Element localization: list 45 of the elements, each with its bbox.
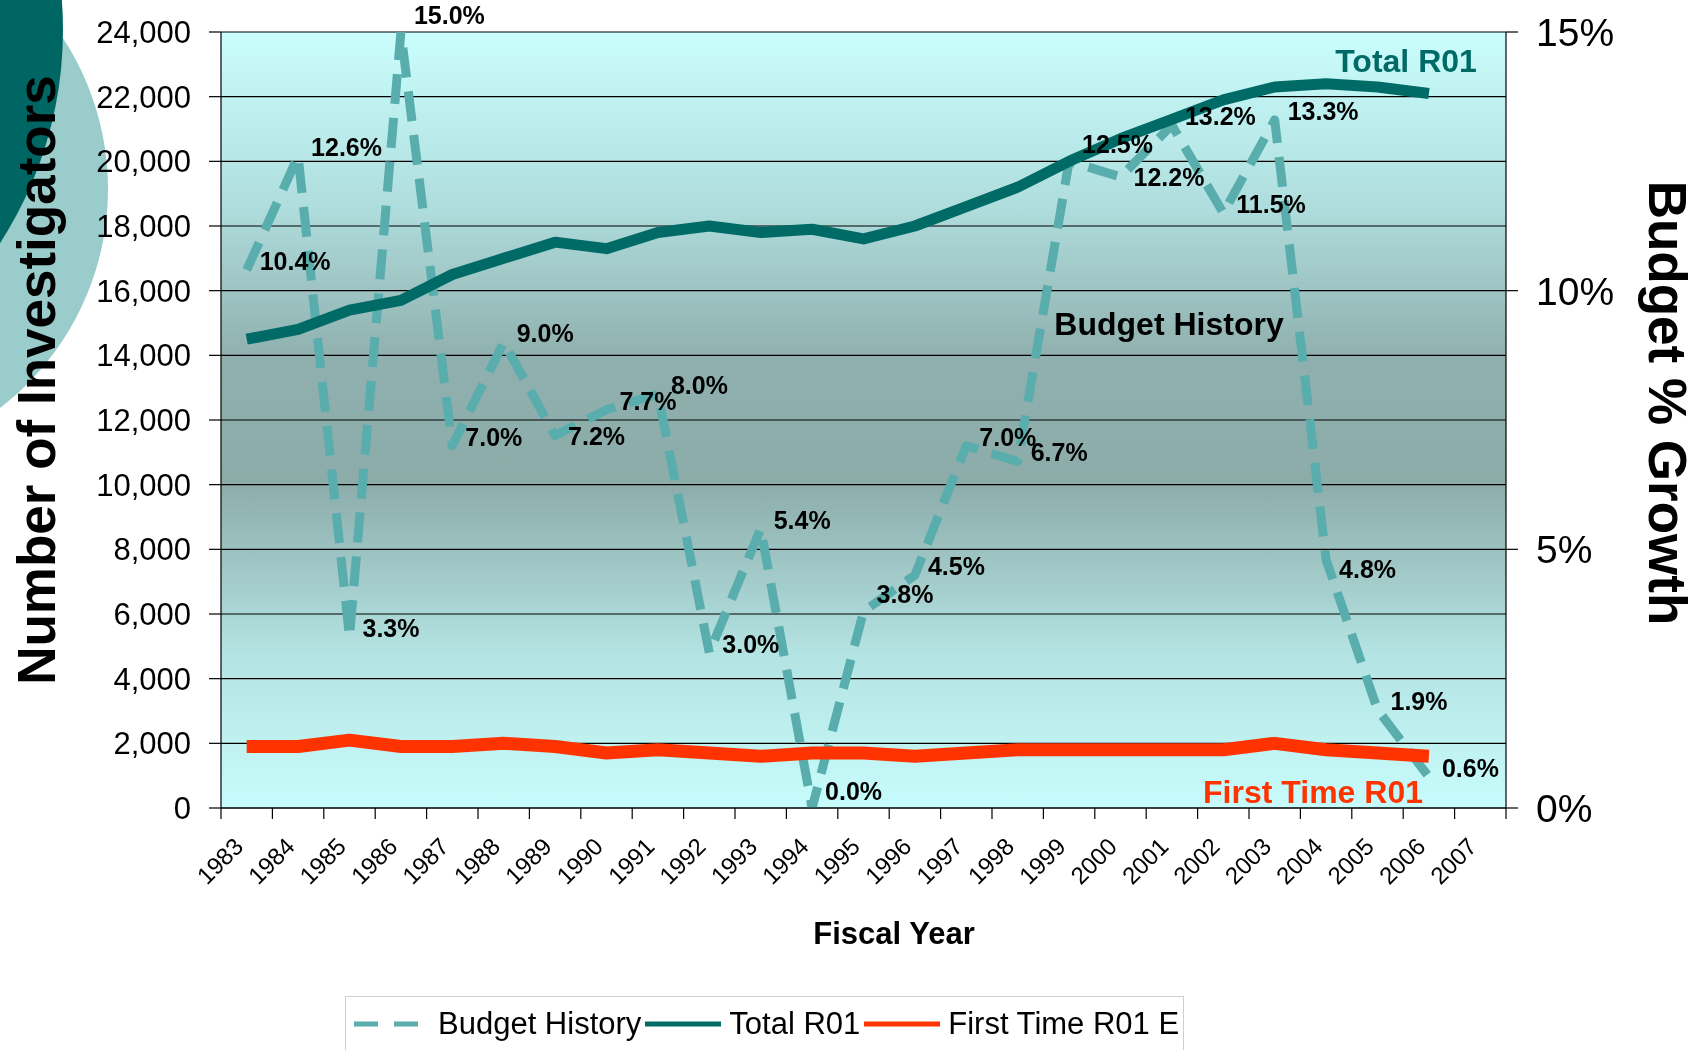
y2-tick-label: 0% xyxy=(1536,786,1593,830)
data-label: 11.5% xyxy=(1236,190,1306,219)
y-tick-label: 16,000 xyxy=(96,273,191,309)
y-tick-label: 22,000 xyxy=(96,79,191,115)
data-label: 13.2% xyxy=(1184,102,1256,131)
y2-axis-title: Budget % Growth xyxy=(1638,180,1698,626)
y-tick-label: 2,000 xyxy=(113,726,191,762)
data-label: 7.0% xyxy=(465,422,523,451)
y-tick-label: 6,000 xyxy=(113,597,191,633)
annotation: First Time R01 xyxy=(1203,774,1423,810)
data-label: 13.3% xyxy=(1287,96,1359,125)
data-label: 12.6% xyxy=(311,133,382,162)
y-tick-label: 14,000 xyxy=(96,338,191,374)
annotation: Budget History xyxy=(1054,306,1284,342)
data-label: 12.2% xyxy=(1133,162,1205,191)
annotation: Total R01 xyxy=(1335,43,1477,79)
data-label: 3.8% xyxy=(876,580,934,609)
data-label: 3.3% xyxy=(362,614,420,643)
legend-label: First Time R01 E xyxy=(948,1005,1180,1042)
data-label: 7.2% xyxy=(568,421,626,450)
y-tick-label: 0 xyxy=(173,791,191,827)
data-label: 0.0% xyxy=(825,777,883,805)
y-axis-title: Number of Investigators xyxy=(6,75,66,685)
y-tick-label: 18,000 xyxy=(96,209,191,245)
data-label: 15.0% xyxy=(413,1,485,29)
data-label: 3.0% xyxy=(722,629,780,658)
x-axis-title: Fiscal Year xyxy=(813,915,975,951)
data-label: 9.0% xyxy=(516,319,574,348)
y-tick-label: 4,000 xyxy=(113,661,191,697)
data-label: 4.8% xyxy=(1339,554,1397,583)
data-label: 10.4% xyxy=(259,246,331,275)
legend-label: Total R01 xyxy=(729,1005,861,1042)
y-tick-label: 12,000 xyxy=(96,403,191,439)
y-tick-label: 20,000 xyxy=(96,144,191,180)
y-tick-label: 10,000 xyxy=(96,467,191,503)
y-tick-label: 8,000 xyxy=(113,532,191,568)
y2-tick-label: 10% xyxy=(1536,269,1615,313)
data-label: 1.9% xyxy=(1390,686,1448,715)
y2-tick-label: 5% xyxy=(1536,528,1593,572)
data-label: 0.6% xyxy=(1441,753,1499,782)
legend-label: Budget History xyxy=(438,1005,642,1042)
data-label: 4.5% xyxy=(927,552,985,581)
data-label: 5.4% xyxy=(773,505,831,534)
y-tick-label: 24,000 xyxy=(96,15,191,51)
y2-tick-label: 15% xyxy=(1536,10,1615,54)
